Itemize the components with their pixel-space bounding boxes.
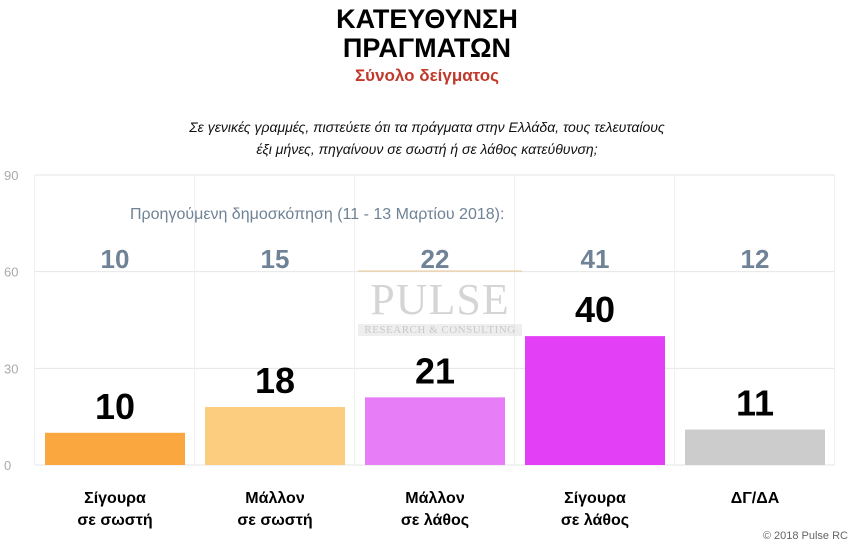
bar — [365, 397, 505, 465]
x-category-label: Μάλλον — [405, 490, 465, 507]
x-category-label: Σίγουρα — [564, 490, 626, 507]
bar — [685, 429, 825, 465]
pulse-watermark-logo: PULSE RESEARCH & CONSULTING — [358, 268, 522, 340]
bar-value-label: 11 — [736, 383, 774, 424]
x-category-label: ΔΓ/ΔΑ — [731, 490, 780, 507]
bar — [45, 432, 185, 465]
x-category-label: Μάλλον — [245, 490, 305, 507]
chart-title-line-1: ΚΑΤΕΥΘΥΝΣΗ — [336, 4, 518, 34]
watermark-sub-text: RESEARCH & CONSULTING — [358, 324, 522, 336]
chart-title-line-2: ΠΡΑΓΜΑΤΩΝ — [342, 33, 512, 63]
previous-value-label: 10 — [101, 244, 130, 274]
x-category-label: σε λάθος — [561, 512, 629, 529]
y-tick-label: 0 — [4, 458, 11, 473]
bar-value-label: 10 — [95, 386, 135, 427]
y-tick-label: 90 — [4, 168, 18, 183]
watermark-main-text: PULSE — [370, 275, 510, 324]
previous-value-label: 22 — [421, 244, 450, 274]
x-category-label: σε σωστή — [77, 512, 152, 529]
question-line-2: έξι μήνες, πηγαίνουν σε σωστή ή σε λάθος… — [256, 141, 598, 157]
previous-value-label: 41 — [581, 244, 610, 274]
chart-subtitle: Σύνολο δείγματος — [354, 66, 500, 85]
previous-value-label: 15 — [261, 244, 290, 274]
bar — [525, 336, 665, 465]
previous-poll-label: Προηγούμενη δημοσκόπηση (11 - 13 Μαρτίου… — [130, 206, 505, 223]
x-category-label: σε σωστή — [237, 512, 312, 529]
question-line-1: Σε γενικές γραμμές, πιστεύετε ότι τα πρά… — [189, 119, 665, 135]
bar-value-label: 18 — [255, 360, 295, 401]
x-category-label: σε λάθος — [401, 512, 469, 529]
x-category-label: Σίγουρα — [84, 490, 146, 507]
watermark-rule — [358, 270, 522, 272]
y-tick-label: 60 — [4, 265, 18, 280]
bar — [205, 407, 345, 465]
bar-value-label: 21 — [415, 350, 455, 391]
bar-value-label: 40 — [575, 289, 615, 330]
copyright-footer: © 2018 Pulse RC — [762, 530, 848, 542]
y-tick-label: 30 — [4, 361, 18, 376]
previous-value-label: 12 — [741, 244, 770, 274]
